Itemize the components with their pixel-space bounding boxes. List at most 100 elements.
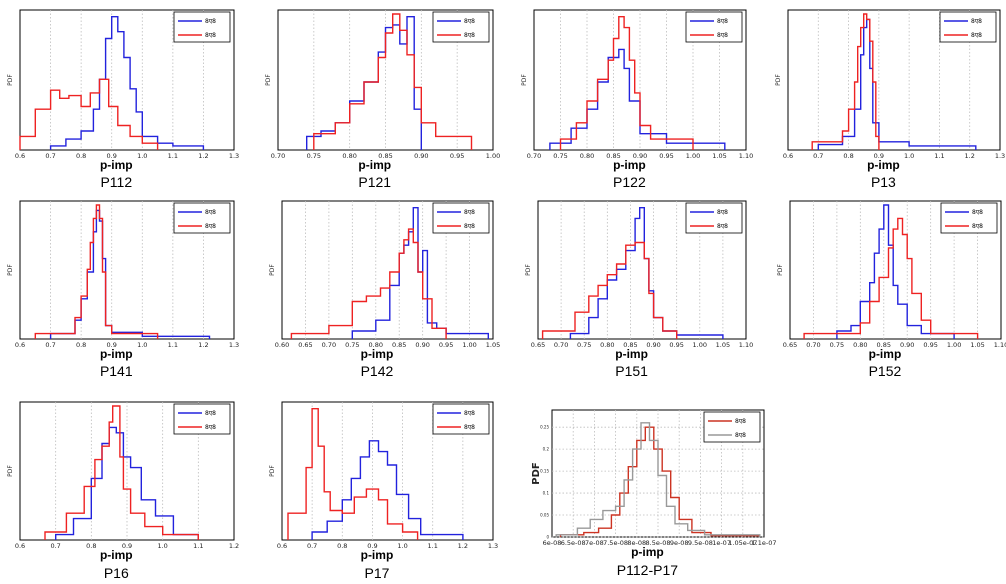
legend: 8ए8 8ए8: [939, 11, 997, 43]
chart-panel-p17: 0.6 0.7 0.8 0.9 1.0 1.1 1.2 1.3 PDF p-imp P17 8ए8 8ए…: [269, 401, 514, 584]
legend-box: [432, 202, 490, 234]
histogram-series-red: [559, 16, 694, 150]
legend-label: 8ए8: [972, 223, 983, 230]
x-tick-label: 0.85: [623, 341, 637, 349]
legend-box: [173, 403, 231, 435]
x-tick-label: 0.95: [659, 152, 673, 160]
x-tick-label: 1.1: [934, 152, 944, 160]
x-tick-label: 1.05: [716, 341, 730, 349]
legend-box: [432, 11, 490, 43]
legend: 8ए8 8ए8: [432, 202, 490, 234]
legend-box: [173, 11, 231, 43]
panel-caption: P17: [364, 565, 389, 581]
y-tick-label: 0.25: [540, 425, 549, 430]
legend: 8ए8 8ए8: [940, 202, 998, 234]
x-tick-label: 1e-07: [712, 539, 731, 547]
legend-label: 8ए8: [717, 18, 728, 25]
x-tick-label: 0.75: [345, 341, 359, 349]
x-tick-label: 1.10: [739, 152, 753, 160]
x-tick-label: 1.0: [137, 341, 147, 349]
chart-panel-p152: 0.65 0.70 0.75 0.80 0.85 0.90 0.95 1.00 1.05 1.10…: [777, 200, 1006, 393]
x-tick-label: 1.10: [739, 341, 753, 349]
histogram-series-red: [811, 13, 880, 150]
x-tick-label: 1.0: [157, 542, 167, 550]
x-tick-label: 1.00: [462, 341, 476, 349]
x-tick-label: 0.85: [392, 341, 406, 349]
legend-label: 8ए8: [205, 32, 216, 39]
panel-caption: P141: [100, 363, 133, 379]
legend: 8ए8 8ए8: [173, 403, 231, 435]
y-tick-label: 0.15: [540, 469, 549, 474]
x-axis-label: p-imp: [100, 158, 133, 172]
legend-label: 8ए8: [464, 18, 475, 25]
chart-panel-p13: 0.6 0.7 0.8 0.9 1.0 1.1 1.2 1.3 PDF p-imp P13 8ए8 8ए…: [775, 9, 1006, 202]
x-axis-label: p-imp: [100, 347, 133, 361]
legend-label: 8ए8: [205, 209, 216, 216]
x-tick-label: 0.75: [553, 152, 567, 160]
y-tick-label: 0.1: [543, 491, 550, 496]
x-tick-label: 0.80: [342, 152, 356, 160]
x-tick-label: 6e-08: [543, 539, 562, 547]
histogram-series-red: [803, 217, 979, 339]
y-tick-label: 0: [546, 535, 549, 540]
x-tick-label: 8e-08: [627, 539, 646, 547]
x-tick-label: 1.3: [995, 152, 1005, 160]
x-tick-label: 1.05: [970, 341, 984, 349]
x-tick-label: 1.00: [947, 341, 961, 349]
x-tick-label: 0.7: [813, 152, 823, 160]
x-tick-label: 0.6: [783, 152, 793, 160]
panel-caption: P13: [871, 174, 896, 190]
legend-label: 8ए8: [464, 209, 475, 216]
x-tick-label: 0.7: [45, 341, 55, 349]
legend-label: 8ए8: [464, 223, 475, 230]
x-tick-label: 0.70: [554, 341, 568, 349]
x-tick-label: 1.1e-07: [752, 539, 777, 547]
x-tick-label: 1.0: [397, 542, 407, 550]
x-tick-label: 0.9: [107, 152, 117, 160]
x-tick-label: 1.2: [965, 152, 975, 160]
legend-label: 8ए8: [464, 32, 475, 39]
y-tick-label: 0.05: [540, 513, 549, 518]
legend-box: [685, 202, 743, 234]
legend-label: 8ए8: [735, 432, 746, 439]
histogram-series-red: [290, 228, 447, 339]
x-tick-label: 1.00: [486, 152, 500, 160]
legend-label: 8ए8: [205, 223, 216, 230]
x-tick-label: 0.70: [527, 152, 541, 160]
y-axis-label: PDF: [7, 74, 14, 86]
x-tick-label: 0.90: [900, 341, 914, 349]
legend-label: 8ए8: [971, 18, 982, 25]
histogram-svg: 0.60 0.65 0.70 0.75 0.80 0.85 0.90 0.95 1.00 1.05…: [269, 200, 500, 379]
histogram-svg: 0.6 0.7 0.8 0.9 1.0 1.1 1.2 1.3PDFp-impP1128ए88…: [7, 9, 239, 190]
legend: 8ए8 8ए8: [685, 202, 743, 234]
histogram-series-orange_red: [559, 426, 761, 537]
x-tick-label: 1.05: [712, 152, 726, 160]
chart-panel-p16: 0.6 0.7 0.8 0.9 1.0 1.1 1.2 PDF p-imp P16 8ए8 8ए8: [7, 401, 252, 584]
x-tick-label: 0.9: [874, 152, 884, 160]
x-tick-label: 0.9: [122, 542, 132, 550]
x-tick-label: 0.95: [450, 152, 464, 160]
x-tick-label: 0.90: [415, 341, 429, 349]
legend-box: [939, 11, 997, 43]
x-tick-label: 7e-08: [585, 539, 604, 547]
chart-panel-p142: 0.60 0.65 0.70 0.75 0.80 0.85 0.90 0.95 1.00 1.05…: [269, 200, 514, 393]
x-tick-label: 8.5e-08: [646, 539, 671, 547]
panel-caption: P16: [104, 565, 129, 581]
histogram-svg: 0.6 0.7 0.8 0.9 1.0 1.1 1.2 1.3PDFp-impP1418ए88…: [7, 200, 239, 379]
histogram-svg: 0.6 0.7 0.8 0.9 1.0 1.1 1.2 PDF p-imp P16 8ए8 8ए8: [7, 401, 239, 581]
y-axis-label: PDF: [525, 264, 532, 276]
x-tick-label: 1.00: [693, 341, 707, 349]
x-tick-label: 0.90: [633, 152, 647, 160]
legend-label: 8ए8: [735, 418, 746, 425]
x-tick-label: 0.65: [298, 341, 312, 349]
x-tick-label: 0.7: [45, 152, 55, 160]
chart-panel-p141: 0.6 0.7 0.8 0.9 1.0 1.1 1.2 1.3 PDF p-imp P141 8ए8 8…: [7, 200, 252, 393]
legend: 8ए8 8ए8: [173, 202, 231, 234]
x-tick-label: 0.8: [843, 152, 853, 160]
histogram-series-red: [44, 405, 199, 540]
legend-label: 8ए8: [205, 410, 216, 417]
x-tick-label: 1.2: [229, 542, 239, 550]
x-tick-label: 1.2: [198, 152, 208, 160]
histogram-series-blue: [49, 16, 205, 150]
x-tick-label: 1.2: [458, 542, 468, 550]
